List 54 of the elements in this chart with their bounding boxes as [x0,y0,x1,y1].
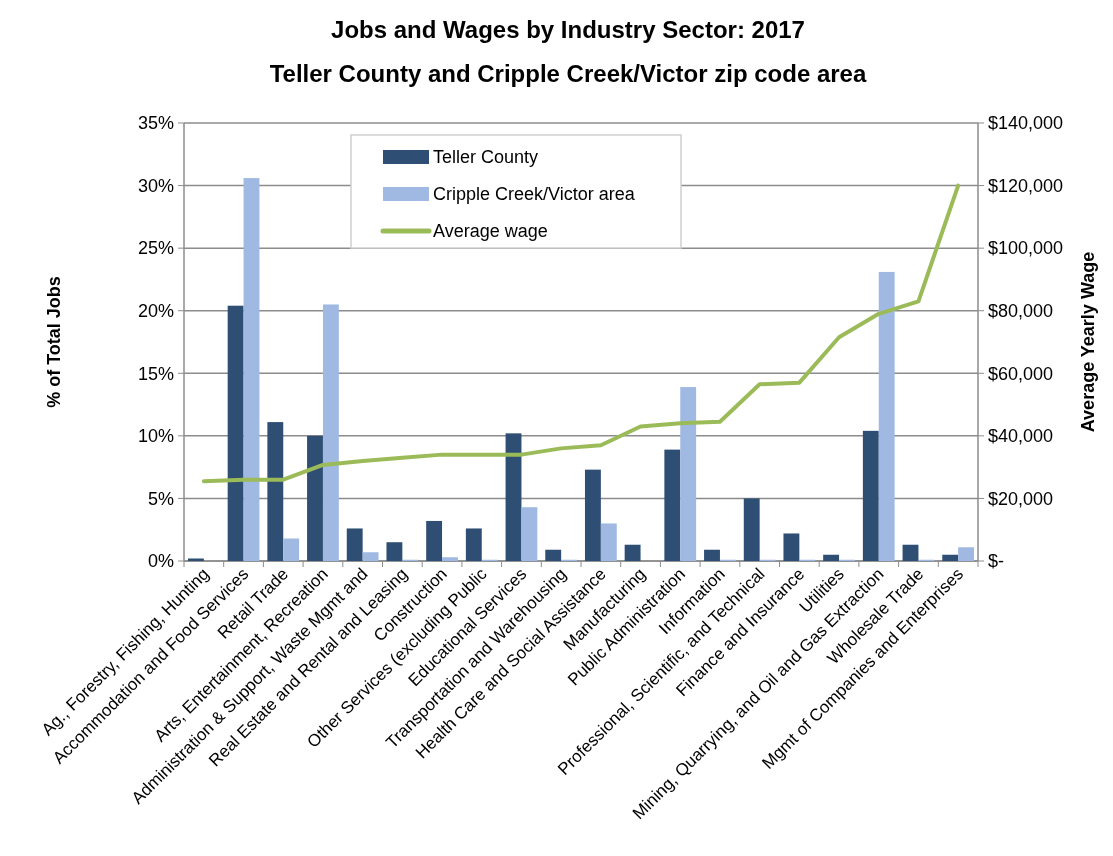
y2-tick-label: $140,000 [988,113,1064,134]
legend-label: Teller County [433,147,539,168]
chart-subtitle: Teller County and Cripple Creek/Victor zip code area [269,60,867,87]
bar [243,178,260,561]
bar [958,547,975,561]
y2-axis-title: Average Yearly Wage [1078,251,1098,433]
bar [362,552,379,561]
bar [521,507,538,561]
bar [505,433,522,561]
bar [743,498,760,561]
bar [902,544,919,561]
legend-label: Cripple Creek/Victor area [433,184,636,205]
chart-title: Jobs and Wages by Industry Sector: 2017 [331,16,805,43]
bar [680,387,697,561]
bar [942,554,959,561]
y2-tick-label: $- [988,551,1005,572]
y2-tick-label: $100,000 [988,238,1064,259]
bar [878,271,895,561]
bar [664,449,681,561]
bar [862,430,879,561]
bar [584,469,601,561]
y2-tick-label: $80,000 [988,301,1054,322]
y-tick-label: 20% [137,301,174,322]
bar [426,520,443,561]
legend-label: Average wage [433,221,548,242]
y-tick-label: 25% [137,238,174,259]
y-tick-label: 35% [137,113,174,134]
bar [307,435,323,561]
bar [187,558,204,561]
bar [823,554,840,561]
y-tick-label: 0% [147,551,174,572]
y2-tick-label: $20,000 [988,488,1054,509]
bar [227,305,244,561]
bar [704,549,720,561]
line-series [201,183,961,484]
y-tick-label: 5% [147,488,174,509]
y2-tick-label: $60,000 [988,363,1054,384]
y2-tick-label: $120,000 [988,175,1064,196]
y-tick-label: 10% [137,426,174,447]
bar [346,528,363,561]
bar [322,304,339,561]
y2-tick-label: $40,000 [988,426,1054,447]
y-tick-label: 15% [137,363,174,384]
bar [624,544,641,561]
y-axis-title: % of Total Jobs [44,276,64,408]
bar [783,533,800,561]
bar [545,549,562,561]
bar [465,528,482,561]
bar [600,523,617,561]
bar [386,542,403,561]
bar [442,557,458,561]
bar [283,538,300,561]
y-tick-label: 30% [137,175,174,196]
bar [267,422,284,561]
